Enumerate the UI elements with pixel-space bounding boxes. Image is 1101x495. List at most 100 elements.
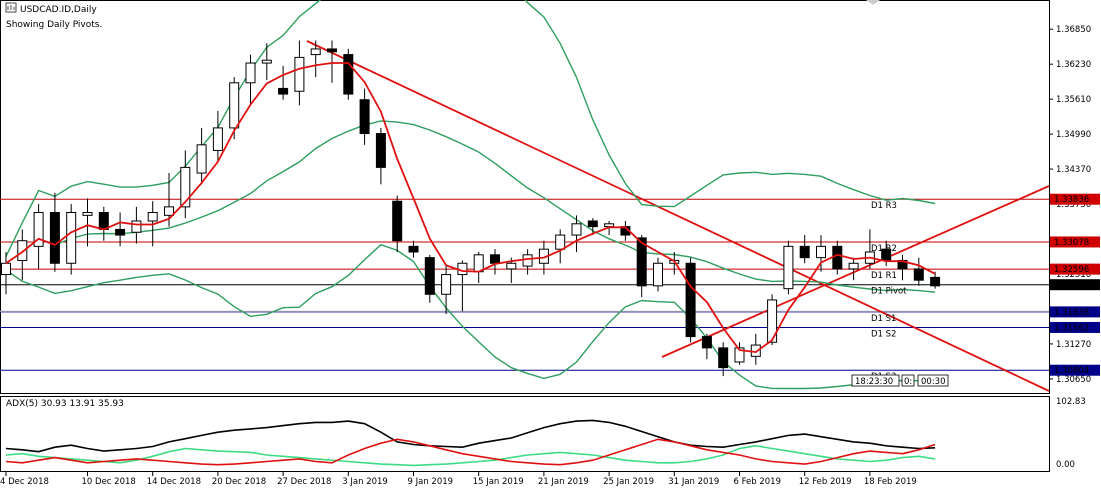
time-tick-label-2: 14 Dec 2018 <box>147 477 201 487</box>
pivot-label-3: D1 Pivot <box>871 287 907 297</box>
candle-body-57 <box>930 276 941 287</box>
candles <box>1 40 941 377</box>
candle-body-14 <box>229 82 240 129</box>
candle-body-19 <box>310 48 321 56</box>
bollinger-middle <box>5 120 936 293</box>
time-tick-label-4: 27 Dec 2018 <box>277 477 331 487</box>
price-label-bg-1 <box>1050 236 1100 248</box>
adx-tick-label-0: 102.83 <box>1056 397 1086 407</box>
candle-body-35 <box>571 223 582 236</box>
indicator-frame <box>0 396 1050 472</box>
price-label-4: 1.31838 <box>1054 308 1089 318</box>
price-tick-label-1: 1.36230 <box>1056 60 1091 70</box>
time-tick-label-13: 18 Feb 2019 <box>864 477 917 487</box>
candle-body-50 <box>816 245 826 259</box>
adx-lines: 102.83 0.00 <box>5 397 1086 470</box>
candle-body-20 <box>327 48 337 53</box>
time-tick-label-12: 12 Feb 2019 <box>799 477 852 487</box>
pivots-note: Showing Daily Pivots. <box>6 20 102 30</box>
time-tick-label-9: 25 Jan 2019 <box>603 477 654 487</box>
downtrend-line <box>306 40 1050 392</box>
price-label-bg-4 <box>1050 306 1100 318</box>
timer-time: 18:23:30 <box>855 377 893 387</box>
time-axis[interactable]: 4 Dec 2018 10 Dec 2018 14 Dec 2018 20 Dec 2… <box>0 472 917 487</box>
candle-body-5 <box>82 212 93 216</box>
candle-body-8 <box>131 220 142 233</box>
timer-countdown: 00:30 <box>921 377 946 387</box>
candle-body-4 <box>66 212 77 264</box>
price-label-bg-0 <box>1050 193 1100 205</box>
time-tick-label-11: 6 Feb 2019 <box>734 477 782 487</box>
candle-body-10 <box>164 206 174 216</box>
pivot-label-0: D1 R3 <box>871 201 897 211</box>
candle-body-21 <box>343 54 354 95</box>
candle-body-9 <box>147 212 158 222</box>
price-label-bg-6 <box>1050 364 1100 376</box>
time-tick-label-10: 31 Jan 2019 <box>668 477 719 487</box>
price-label-0: 1.33836 <box>1054 195 1089 205</box>
pivot-label-2: D1 R1 <box>871 271 897 281</box>
trend-lines[interactable] <box>306 40 1050 392</box>
price-label-6: 1.30804 <box>1054 366 1089 376</box>
time-tick-label-0: 4 Dec 2018 <box>0 477 49 487</box>
candle-body-43 <box>701 336 712 349</box>
price-tick-label-8: 1.30650 <box>1056 375 1091 385</box>
candle-body-52 <box>848 262 859 270</box>
candle-body-47 <box>767 299 778 343</box>
pivot-lines <box>0 198 1049 371</box>
candle-body-51 <box>832 245 843 270</box>
price-tick-label-0: 1.36850 <box>1056 25 1091 35</box>
moving-average-line <box>5 62 936 354</box>
adx-series-adx <box>5 419 936 453</box>
candle-body-15 <box>245 62 256 84</box>
candle-body-40 <box>653 262 663 287</box>
candle-body-6 <box>98 212 109 230</box>
price-tick-label-2: 1.35610 <box>1056 95 1091 105</box>
candle-body-39 <box>636 237 647 287</box>
adx-series-minus_di <box>5 438 936 466</box>
time-tick-label-7: 15 Jan 2019 <box>473 477 524 487</box>
time-tick-label-6: 9 Jan 2019 <box>408 477 454 487</box>
candle-body-7 <box>115 228 126 236</box>
candle-body-24 <box>392 200 403 242</box>
pivot-label-5: D1 S2 <box>871 329 896 339</box>
candle-body-56 <box>913 268 924 281</box>
bollinger-bands <box>5 0 936 390</box>
pivot-label-1: D1 R2 <box>871 244 897 254</box>
price-label-bg-5 <box>1050 321 1100 333</box>
candle-body-1 <box>17 240 28 261</box>
shift-marker-icon[interactable] <box>866 0 880 5</box>
candle-body-49 <box>799 245 810 259</box>
adx-tick-label-1: 0.00 <box>1056 460 1075 470</box>
uptrend-line <box>661 185 1050 358</box>
candle-body-42 <box>685 262 696 338</box>
candle-body-17 <box>278 87 289 95</box>
candle-body-18 <box>294 56 305 92</box>
candle-body-26 <box>424 257 435 295</box>
bollinger-upper <box>5 0 936 257</box>
time-tick-label-5: 3 Jan 2019 <box>342 477 388 487</box>
timer-sep: 0: <box>904 377 912 387</box>
candle-body-25 <box>408 245 419 253</box>
candle-body-28 <box>457 262 468 276</box>
adx-series-plus_di <box>5 444 936 467</box>
time-tick-label-8: 21 Jan 2019 <box>538 477 589 487</box>
price-tick-label-4: 1.34370 <box>1056 165 1091 175</box>
price-axis[interactable]: 1.36850 1.36230 1.35610 1.34990 1.34370 1.337… <box>1049 25 1100 385</box>
price-label-5: 1.31562 <box>1054 323 1089 333</box>
price-tick-label-7: 1.31270 <box>1056 340 1091 350</box>
candle-body-0 <box>1 262 11 276</box>
candle-body-2 <box>33 212 44 247</box>
candle-body-31 <box>506 262 517 270</box>
price-tick-label-3: 1.34990 <box>1056 130 1091 140</box>
window-icon[interactable] <box>5 2 17 13</box>
candle-body-22 <box>359 99 370 135</box>
pivot-label-4: D1 S1 <box>871 314 896 324</box>
time-tick-label-3: 20 Dec 2018 <box>212 477 266 487</box>
timer: 18:23:30 0: 00:30 <box>851 374 949 387</box>
candle-body-16 <box>261 59 272 64</box>
bollinger-lower <box>5 243 936 390</box>
candle-body-45 <box>734 347 745 363</box>
